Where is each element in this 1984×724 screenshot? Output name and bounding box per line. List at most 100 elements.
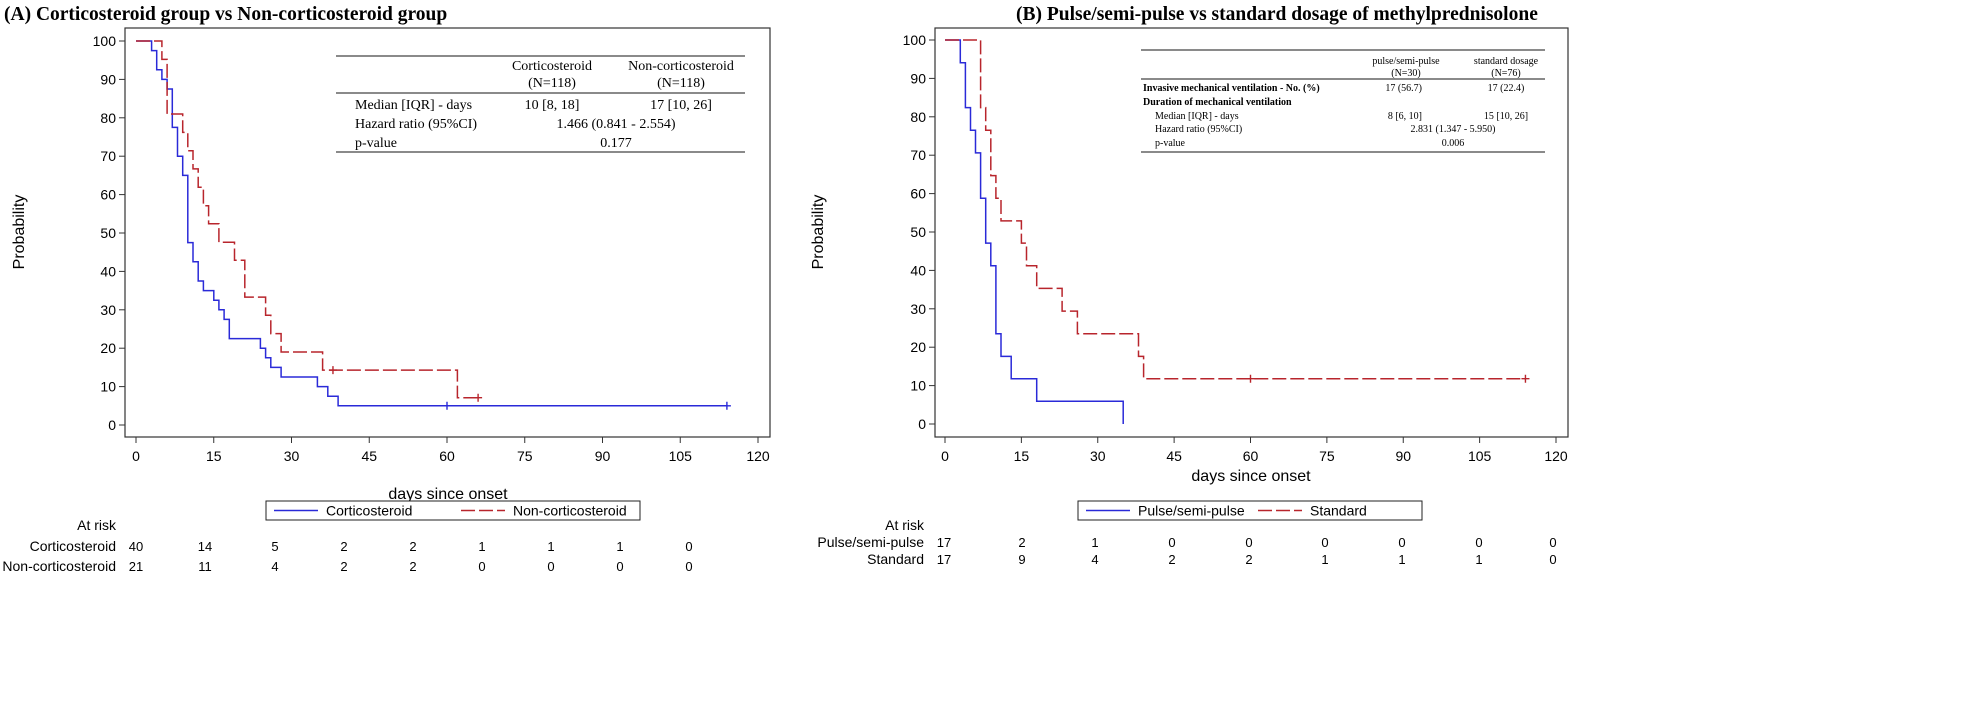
panel-a-censor-mark <box>722 401 731 410</box>
panel-a-legend-label-1: Corticosteroid <box>326 503 412 519</box>
panel-a-y-tick-label: 80 <box>100 110 116 126</box>
panel-a-table-col-header: Corticosteroid <box>512 59 592 74</box>
panel-b-x-tick-label: 30 <box>1090 448 1106 464</box>
panel-a-table-row-label: p-value <box>355 136 397 151</box>
panel-a-censor-mark <box>443 401 451 410</box>
panel-b-censor-mark <box>1521 374 1530 383</box>
panel-b-x-axis-label: days since onset <box>1191 468 1311 485</box>
panel-b-at-risk-value: 0 <box>1321 535 1328 550</box>
panel-b-table-span-cell: 2.831 (1.347 - 5.950) <box>1411 124 1496 135</box>
panel-b-y-tick-label: 70 <box>910 147 926 163</box>
panel-b-table-col-header: standard dosage <box>1474 56 1539 67</box>
panel-a-x-axis-label: days since onset <box>388 486 508 503</box>
panel-b-series-line-1 <box>945 39 1124 424</box>
panel-a-y-tick-label: 70 <box>100 148 116 164</box>
panel-a-at-risk-value: 2 <box>340 559 347 574</box>
panel-a-at-risk-value: 0 <box>685 559 692 574</box>
panel-a-y-tick-label: 40 <box>100 263 116 279</box>
panel-b-at-risk-value: 2 <box>1168 552 1175 567</box>
panel-a-legend-label-2: Non-corticosteroid <box>513 503 627 519</box>
panel-b-y-tick-label: 20 <box>910 339 926 355</box>
panel-a: (A) Corticosteroid group vs Non-corticos… <box>2 4 771 574</box>
panel-b-table-col-n: (N=30) <box>1391 68 1421 79</box>
panel-b-at-risk-value: 0 <box>1475 535 1482 550</box>
panel-a-table-cell: 10 [8, 18] <box>525 98 580 113</box>
panel-b-at-risk-row-label: Standard <box>867 551 924 567</box>
panel-a-y-tick-label: 90 <box>100 71 116 87</box>
panel-b-y-tick-label: 0 <box>918 416 926 432</box>
panel-b-at-risk-value: 0 <box>1549 535 1556 550</box>
panel-b-at-risk-value: 17 <box>937 552 951 567</box>
panel-b-legend-box <box>1077 500 1423 521</box>
panel-a-y-tick-label: 0 <box>108 417 116 433</box>
panel-b-at-risk-value: 4 <box>1091 552 1098 567</box>
panel-a-table-span-cell: 1.466 (0.841 - 2.554) <box>557 117 676 132</box>
panel-a-at-risk-value: 1 <box>478 539 485 554</box>
panel-a-table-col-header: Non-corticosteroid <box>628 59 734 74</box>
panel-a-x-tick-label: 120 <box>746 448 770 464</box>
panel-b-table-cell: 8 [6, 10] <box>1388 111 1422 122</box>
panel-a-table-cell: 17 [10, 26] <box>650 98 712 113</box>
panel-b-title: (B) Pulse/semi-pulse vs standard dosage … <box>1016 4 1538 25</box>
panel-b-y-tick-label: 30 <box>910 301 926 317</box>
panel-a-at-risk-value: 21 <box>129 559 143 574</box>
panel-b-legend-label-2: Standard <box>1310 503 1367 519</box>
panel-a-at-risk-value: 5 <box>271 539 278 554</box>
panel-a-x-tick-label: 45 <box>361 448 377 464</box>
panel-a-at-risk-value: 14 <box>198 539 212 554</box>
panel-a-legend-box <box>265 500 641 521</box>
panel-a-at-risk-value: 2 <box>340 539 347 554</box>
panel-a-censor-mark <box>474 393 483 402</box>
panel-b-x-tick-label: 120 <box>1544 448 1568 464</box>
panel-b-at-risk-value: 0 <box>1168 535 1175 550</box>
panel-a-title: (A) Corticosteroid group vs Non-corticos… <box>4 4 447 25</box>
panel-a-at-risk-value: 0 <box>616 559 623 574</box>
panel-b-at-risk-value: 2 <box>1245 552 1252 567</box>
panel-a-at-risk-value: 1 <box>547 539 554 554</box>
panel-b-y-tick-label: 80 <box>910 109 926 125</box>
panel-b-at-risk-value: 0 <box>1549 552 1556 567</box>
panel-b-at-risk-title: At risk <box>885 517 925 533</box>
panel-a-x-tick-label: 15 <box>206 448 222 464</box>
panel-a-x-tick-label: 30 <box>284 448 300 464</box>
panel-b-x-tick-label: 105 <box>1468 448 1492 464</box>
panel-b-at-risk-value: 1 <box>1091 535 1098 550</box>
panel-b-table-col-header: pulse/semi-pulse <box>1372 56 1440 67</box>
panel-a-y-tick-label: 20 <box>100 340 116 356</box>
panel-a-at-risk-row-label: Non-corticosteroid <box>2 558 116 574</box>
panel-a-at-risk-value: 1 <box>616 539 623 554</box>
panel-b-x-tick-label: 90 <box>1395 448 1411 464</box>
panel-a-x-tick-label: 60 <box>439 448 455 464</box>
panel-b-y-axis-label: Probability <box>810 195 827 270</box>
panel-b-table-row-label: p-value <box>1155 138 1186 149</box>
panel-a-at-risk-value: 2 <box>409 559 416 574</box>
panel-b-y-tick-label: 40 <box>910 262 926 278</box>
panel-b-table-col-n: (N=76) <box>1491 68 1521 79</box>
panel-a-at-risk-value: 4 <box>271 559 278 574</box>
panel-a-at-risk-value: 2 <box>409 539 416 554</box>
panel-a-series-line-1 <box>136 40 727 407</box>
panel-b-at-risk-value: 9 <box>1018 552 1025 567</box>
panel-b-table-row-label: Hazard ratio (95%CI) <box>1155 124 1242 135</box>
panel-a-at-risk-row-label: Corticosteroid <box>30 538 116 554</box>
panel-a-table-row-label: Median [IQR] - days <box>355 98 472 113</box>
panel-b-table-cell: 15 [10, 26] <box>1484 111 1528 122</box>
panel-b-at-risk-value: 1 <box>1475 552 1482 567</box>
panel-a-y-tick-label: 60 <box>100 187 116 203</box>
panel-b-at-risk-value: 0 <box>1398 535 1405 550</box>
panel-b-x-tick-label: 45 <box>1166 448 1182 464</box>
panel-b-at-risk-value: 17 <box>937 535 951 550</box>
panel-b-y-tick-label: 50 <box>910 224 926 240</box>
panel-a-at-risk-value: 11 <box>198 559 212 574</box>
panel-b-x-tick-label: 60 <box>1243 448 1259 464</box>
panel-b-at-risk-value: 1 <box>1398 552 1405 567</box>
panel-a-at-risk-value: 0 <box>685 539 692 554</box>
panel-a-table-span-cell: 0.177 <box>600 136 632 151</box>
panel-b-y-tick-label: 100 <box>903 32 927 48</box>
panel-b-at-risk-row-label: Pulse/semi-pulse <box>817 534 924 550</box>
panel-a-at-risk-value: 0 <box>478 559 485 574</box>
panel-a-table-col-n: (N=118) <box>657 76 705 91</box>
panel-a-x-tick-label: 0 <box>132 448 140 464</box>
panel-a-x-tick-label: 90 <box>595 448 611 464</box>
